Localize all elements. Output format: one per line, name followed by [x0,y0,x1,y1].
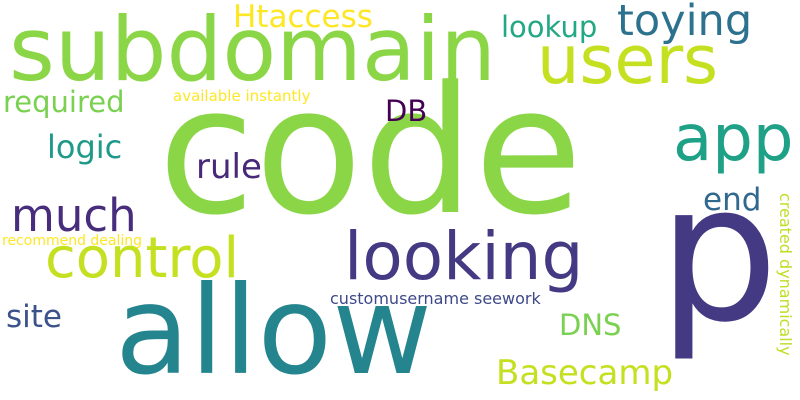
word-basecamp: Basecamp [496,353,674,393]
word-control: control [45,226,240,291]
word-dns: DNS [559,308,622,342]
word-site: site [6,299,62,335]
word-end: end [703,182,762,218]
word-available-instantly: available instantly [173,87,311,105]
word-app: app [673,102,794,176]
word-db: DB [385,94,428,128]
word-toying: toying [617,0,753,46]
word-customusername-seework: customusername seework [330,289,541,308]
word-subdomain: subdomain [9,0,497,101]
word-rule: rule [196,147,262,187]
word-logic: logic [47,128,123,166]
word-created-dynamically: created dynamically [776,193,795,356]
word-recommend-dealing: recommend dealing [2,233,143,249]
word-p: p [658,143,779,364]
word-required: required [3,85,125,119]
word-allow: allow [115,260,432,400]
word-code: code [158,49,583,254]
word-lookup: lookup [501,10,598,44]
word-looking: looking [344,218,584,295]
word-much: much [11,189,137,242]
word-htaccess: Htaccess [233,0,373,35]
word-users: users [537,21,719,99]
